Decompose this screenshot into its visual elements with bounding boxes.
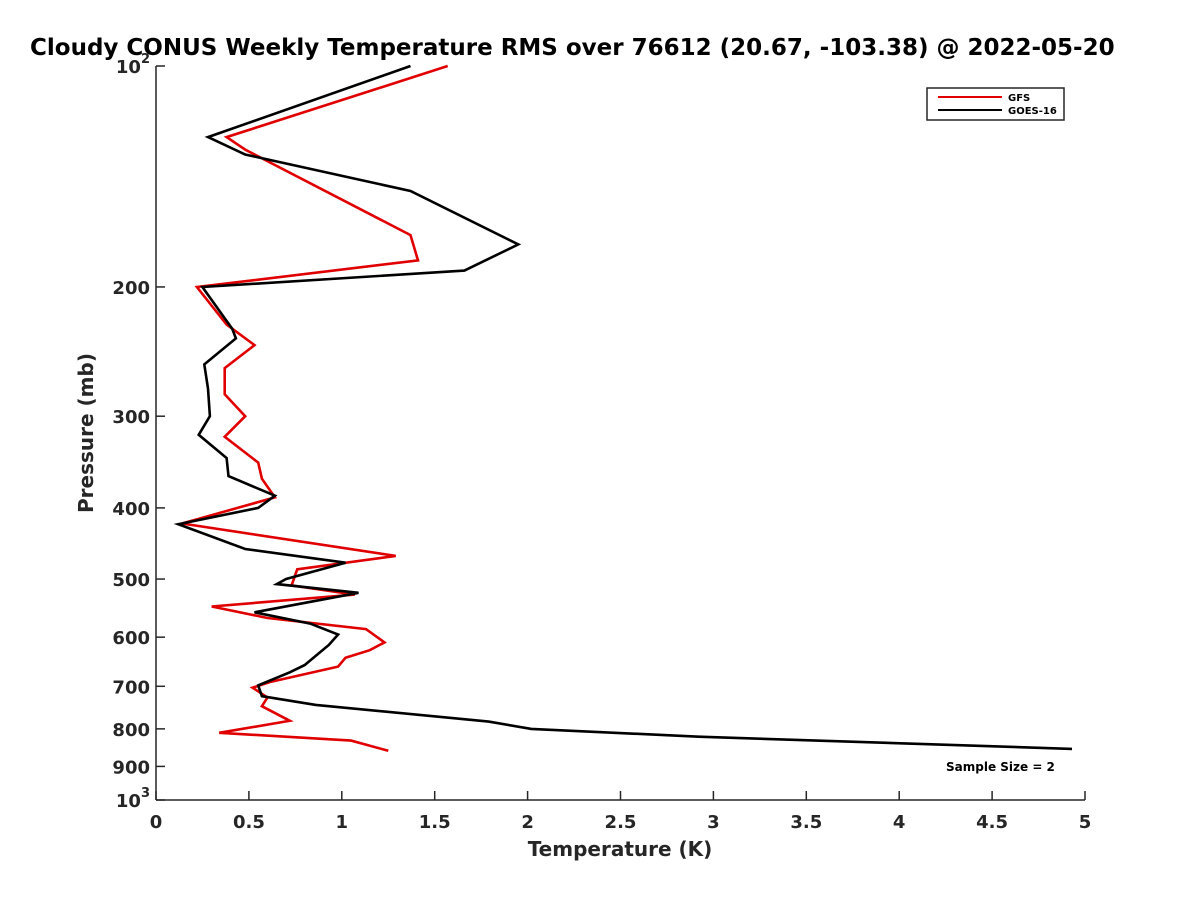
x-tick-label: 1.5 bbox=[419, 812, 451, 833]
y-tick-label: 102 bbox=[116, 52, 150, 78]
y-tick-label: 400 bbox=[112, 499, 150, 520]
legend-label-gfs: GFS bbox=[1008, 93, 1030, 104]
y-tick-label-base: 500 bbox=[112, 570, 150, 591]
x-tick-label: 4.5 bbox=[976, 812, 1008, 833]
legend: GFS GOES-16 bbox=[926, 87, 1065, 121]
y-tick-label-base: 400 bbox=[112, 499, 150, 520]
y-tick-label: 600 bbox=[112, 628, 150, 649]
y-tick-label-base: 10 bbox=[116, 791, 141, 812]
y-tick-label-base: 600 bbox=[112, 628, 150, 649]
sample-size-annotation: Sample Size = 2 bbox=[946, 760, 1055, 774]
x-tick-label: 3.5 bbox=[790, 812, 822, 833]
x-ticks: 0 0.5 1 1.5 2 2.5 3 3.5 4 4.5 5 bbox=[150, 791, 1092, 833]
y-tick-label: 800 bbox=[112, 720, 150, 741]
plot-area: 0 0.5 1 1.5 2 2.5 3 3.5 4 4.5 5 102200300400500600… bbox=[112, 52, 1091, 833]
x-axis-label: Temperature (K) bbox=[528, 837, 713, 861]
y-tick-label: 700 bbox=[112, 677, 150, 698]
y-tick-label-base: 800 bbox=[112, 720, 150, 741]
x-tick-label: 4 bbox=[893, 812, 906, 833]
series-line-goes16 bbox=[173, 64, 1073, 751]
x-tick-label: 5 bbox=[1079, 812, 1092, 833]
x-tick-label: 0.5 bbox=[233, 812, 265, 833]
y-tick-label: 900 bbox=[112, 757, 150, 778]
y-tick-label: 103 bbox=[116, 786, 150, 812]
y-tick-label: 500 bbox=[112, 570, 150, 591]
series-layer bbox=[173, 64, 1073, 753]
y-tick-label-exponent: 2 bbox=[141, 52, 150, 67]
series-line-gfs bbox=[181, 64, 449, 753]
y-tick-label-base: 200 bbox=[112, 278, 150, 299]
legend-label-goes16: GOES-16 bbox=[1008, 106, 1057, 117]
y-tick-label: 200 bbox=[112, 278, 150, 299]
y-tick-label: 300 bbox=[112, 407, 150, 428]
x-tick-label: 2 bbox=[521, 812, 534, 833]
y-tick-label-base: 10 bbox=[116, 57, 141, 78]
y-tick-label-base: 900 bbox=[112, 757, 150, 778]
chart-title: Cloudy CONUS Weekly Temperature RMS over… bbox=[30, 35, 1115, 61]
y-axis-label: Pressure (mb) bbox=[74, 353, 98, 513]
y-tick-label-base: 700 bbox=[112, 677, 150, 698]
x-tick-label: 2.5 bbox=[605, 812, 637, 833]
y-tick-label-base: 300 bbox=[112, 407, 150, 428]
x-tick-label: 3 bbox=[707, 812, 720, 833]
x-tick-label: 1 bbox=[336, 812, 349, 833]
legend-box bbox=[926, 87, 1065, 121]
x-tick-label: 0 bbox=[150, 812, 163, 833]
y-tick-label-exponent: 3 bbox=[141, 786, 150, 801]
